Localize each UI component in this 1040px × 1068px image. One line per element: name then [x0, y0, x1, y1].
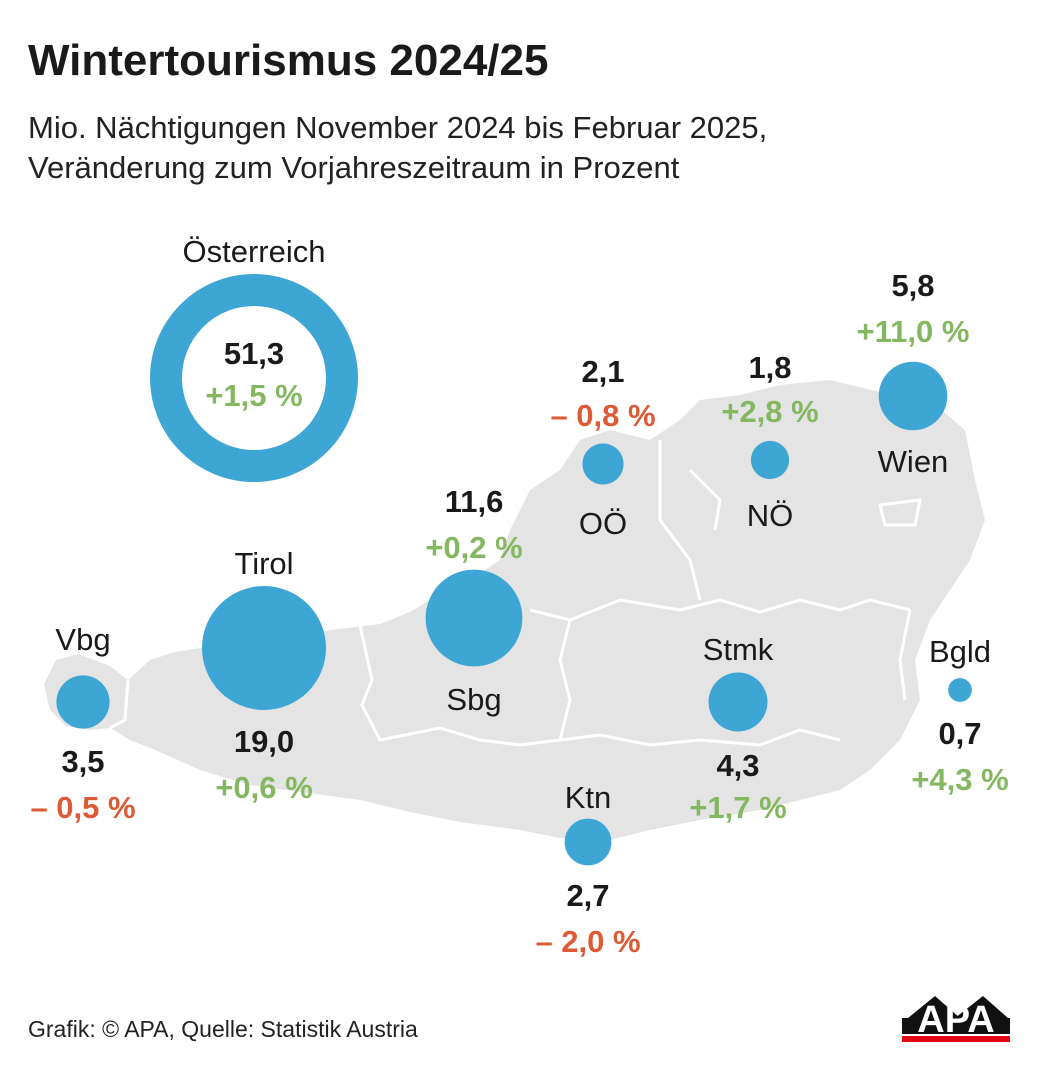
apa-logo-text: APA [917, 999, 994, 1041]
region-name-ktn: Ktn [565, 780, 612, 815]
chart-title: Wintertourismus 2024/25 [28, 36, 549, 85]
region-change-noe: +2,8 % [721, 394, 818, 429]
austria-change: +1,5 % [205, 378, 302, 413]
region-change-vbg: – 0,5 % [30, 790, 135, 825]
region-name-vbg: Vbg [55, 622, 110, 657]
region-change-ooe: – 0,8 % [550, 398, 655, 433]
bubble-stmk [708, 672, 768, 732]
region-name-noe: NÖ [747, 498, 794, 533]
bubble-sbg [425, 569, 523, 667]
bubble-bgld [948, 678, 972, 702]
subtitle-line-2: Veränderung zum Vorjahreszeitraum in Pro… [28, 150, 680, 185]
source-footer: Grafik: © APA, Quelle: Statistik Austria [28, 1016, 418, 1042]
bubble-tirol [202, 586, 326, 710]
apa-logo: APA [902, 996, 1010, 1042]
region-change-stmk: +1,7 % [689, 790, 786, 825]
bubble-ktn [564, 818, 612, 866]
bubble-ooe [582, 443, 624, 485]
region-name-bgld: Bgld [929, 634, 991, 669]
region-labels: Vbg 3,5 – 0,5 % Tirol 19,0 +0,6 % Sbg 11,6 +0,2 … [30, 268, 1008, 959]
region-change-ktn: – 2,0 % [535, 924, 640, 959]
region-change-wien: +11,0 % [857, 314, 970, 349]
region-name-sbg: Sbg [446, 682, 501, 717]
region-bubbles [56, 361, 972, 866]
region-name-tirol: Tirol [234, 546, 293, 581]
bubble-vbg [56, 675, 110, 729]
subtitle-line-1: Mio. Nächtigungen November 2024 bis Febr… [28, 110, 768, 145]
region-value-vbg: 3,5 [61, 744, 104, 779]
region-value-ooe: 2,1 [581, 354, 624, 389]
region-value-sbg: 11,6 [445, 484, 504, 519]
region-name-ooe: OÖ [579, 506, 627, 541]
region-value-ktn: 2,7 [566, 878, 609, 913]
region-value-tirol: 19,0 [234, 724, 294, 759]
region-name-stmk: Stmk [703, 632, 774, 667]
austria-total-ring [150, 274, 358, 482]
region-name-wien: Wien [878, 444, 949, 479]
region-change-tirol: +0,6 % [215, 770, 312, 805]
bubble-wien [878, 361, 948, 431]
region-value-bgld: 0,7 [938, 716, 981, 751]
region-change-sbg: +0,2 % [425, 530, 522, 565]
austria-label: Österreich [183, 234, 326, 269]
bubble-noe [750, 440, 790, 480]
region-value-wien: 5,8 [891, 268, 934, 303]
austria-value: 51,3 [224, 336, 284, 371]
state-borders [109, 440, 922, 747]
region-value-stmk: 4,3 [716, 748, 759, 783]
region-change-bgld: +4,3 % [911, 762, 1008, 797]
region-value-noe: 1,8 [748, 350, 791, 385]
